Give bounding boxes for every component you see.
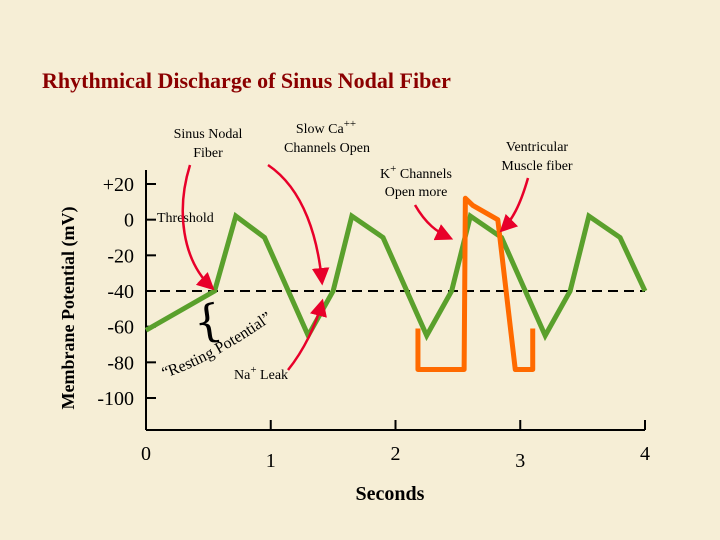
sinus-nodal-label-line2: Fiber xyxy=(193,146,223,161)
x-axis-label: Seconds xyxy=(356,483,425,505)
x-tick-label: 4 xyxy=(640,443,650,465)
arrow-na-leak xyxy=(287,298,327,371)
y-tick-label: -60 xyxy=(107,317,134,339)
annotation-arrows xyxy=(181,163,530,371)
arrow-slow-ca xyxy=(267,163,330,286)
y-tick-label: -100 xyxy=(97,388,134,410)
sinus-nodal-fiber-line xyxy=(144,211,648,342)
y-tick-label: -20 xyxy=(107,245,134,267)
na-leak-label: Na+ Leak xyxy=(234,364,288,383)
ventricular-muscle-line xyxy=(415,195,536,372)
ventricular-label-line2: Muscle fiber xyxy=(501,159,572,174)
y-axis-label: Membrane Potential (mV) xyxy=(58,207,79,410)
k-channels-label-line2: Open more xyxy=(385,185,448,200)
chart-title: Rhythmical Discharge of Sinus Nodal Fibe… xyxy=(42,68,451,93)
y-ticks: +20 0 -20 -40 -60 -80 -100 xyxy=(97,174,156,410)
x-tick-label: 0 xyxy=(141,443,151,465)
slow-ca-label-line1: Slow Ca++ xyxy=(296,118,356,137)
arrow-k-channels xyxy=(413,204,454,241)
k-channels-label-line1: K+ Channels xyxy=(380,163,452,182)
threshold-label: Threshold xyxy=(157,211,214,226)
x-tick-label: 1 xyxy=(266,450,276,472)
ventricular-label-line1: Ventricular xyxy=(506,140,569,155)
resting-potential-brace: { xyxy=(190,294,225,348)
x-ticks: 0 1 2 3 4 xyxy=(141,420,650,472)
y-tick-label: -40 xyxy=(107,281,134,303)
arrow-ventricular xyxy=(499,177,530,233)
slow-ca-label-line2: Channels Open xyxy=(284,141,370,156)
y-tick-label: 0 xyxy=(124,210,134,232)
y-tick-label: +20 xyxy=(103,174,134,196)
x-tick-label: 3 xyxy=(515,450,525,472)
y-tick-label: -80 xyxy=(107,352,134,374)
x-tick-label: 2 xyxy=(391,443,401,465)
sinus-nodal-label-line1: Sinus Nodal xyxy=(174,127,243,142)
arrow-sinus-nodal xyxy=(181,164,215,291)
